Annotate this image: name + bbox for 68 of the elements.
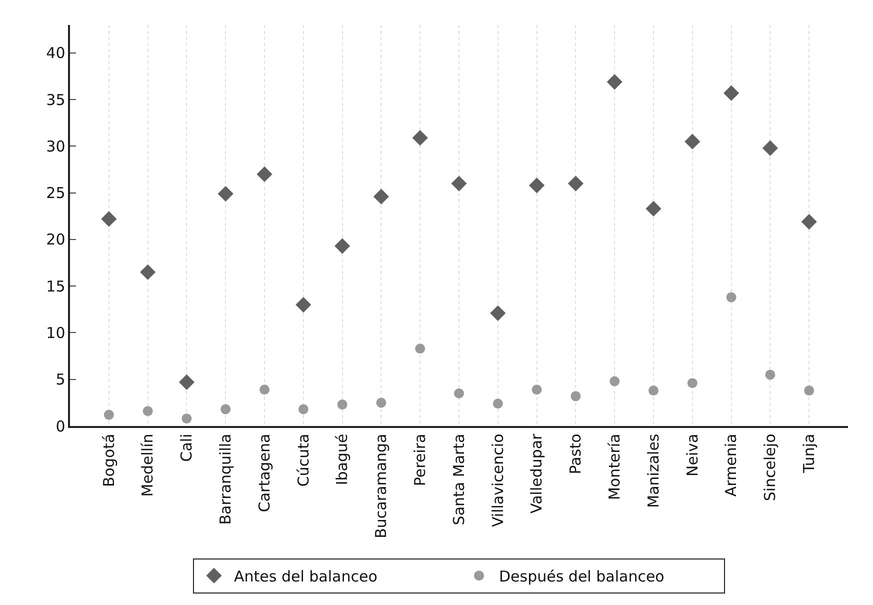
x-tick-label: Bogotá	[100, 434, 118, 487]
point	[532, 384, 542, 395]
point	[454, 388, 464, 398]
x-tick-label: Montería	[605, 434, 624, 500]
point	[606, 74, 622, 90]
x-tick-label: Medellín	[138, 434, 157, 497]
point	[646, 200, 662, 217]
point	[451, 176, 467, 192]
point	[334, 238, 350, 254]
point	[804, 386, 814, 396]
point	[415, 344, 426, 354]
x-tick-label: Neiva	[683, 434, 702, 476]
point	[142, 406, 153, 416]
y-tick-label: 40	[46, 44, 66, 62]
point	[648, 386, 658, 396]
x-tick-label: Pasto	[566, 434, 585, 474]
point	[178, 374, 194, 390]
x-tick-label: Barranquilla	[216, 434, 234, 525]
legend-label: Antes del balanceo	[234, 567, 378, 586]
x-tick-label: Cartagena	[255, 434, 274, 512]
x-tick-label: Bucaramanga	[372, 434, 390, 538]
x-tick-label: Manizales	[644, 434, 662, 508]
y-tick-label: 10	[46, 324, 66, 342]
point	[570, 391, 581, 402]
x-tick-label: Pereira	[410, 434, 429, 486]
point	[492, 398, 503, 409]
point	[568, 176, 584, 192]
y-tick-label: 5	[56, 370, 66, 389]
x-tick-label: Ibagué	[333, 434, 352, 486]
point	[182, 414, 192, 424]
x-tick-label: Cali	[178, 434, 196, 462]
point	[101, 211, 117, 227]
point	[610, 376, 620, 386]
point	[687, 378, 698, 388]
point	[529, 178, 545, 194]
y-tick-label: 30	[46, 137, 66, 156]
point	[337, 400, 348, 410]
x-tick-label: Cúcuta	[294, 434, 312, 487]
point	[220, 404, 231, 414]
point	[765, 370, 776, 380]
point	[296, 296, 312, 313]
y-tick-label: 35	[46, 90, 66, 109]
point	[260, 384, 270, 395]
x-tick-label: Sincelejo	[761, 434, 780, 502]
point	[104, 410, 114, 420]
point	[218, 186, 234, 202]
point	[762, 140, 778, 156]
point	[412, 130, 428, 146]
x-tick-label: Santa Marta	[450, 434, 468, 526]
point	[490, 305, 506, 321]
y-tick-label: 15	[46, 277, 66, 296]
point	[376, 398, 386, 408]
legend-label: Después del balanceo	[499, 567, 664, 586]
point	[684, 134, 700, 150]
point	[801, 214, 817, 230]
point	[298, 404, 308, 414]
y-tick-label: 20	[46, 230, 66, 249]
x-tick-label: Tunja	[800, 434, 818, 474]
point	[726, 292, 736, 302]
y-tick-label: 0	[56, 417, 66, 436]
x-tick-label: Villavicencio	[488, 434, 507, 527]
point	[373, 188, 389, 204]
point	[140, 264, 156, 280]
point	[724, 85, 740, 101]
y-tick-label: 25	[46, 184, 66, 202]
point	[256, 166, 272, 182]
x-tick-label: Valledupar	[528, 432, 546, 514]
x-tick-label: Armenia	[722, 434, 740, 497]
